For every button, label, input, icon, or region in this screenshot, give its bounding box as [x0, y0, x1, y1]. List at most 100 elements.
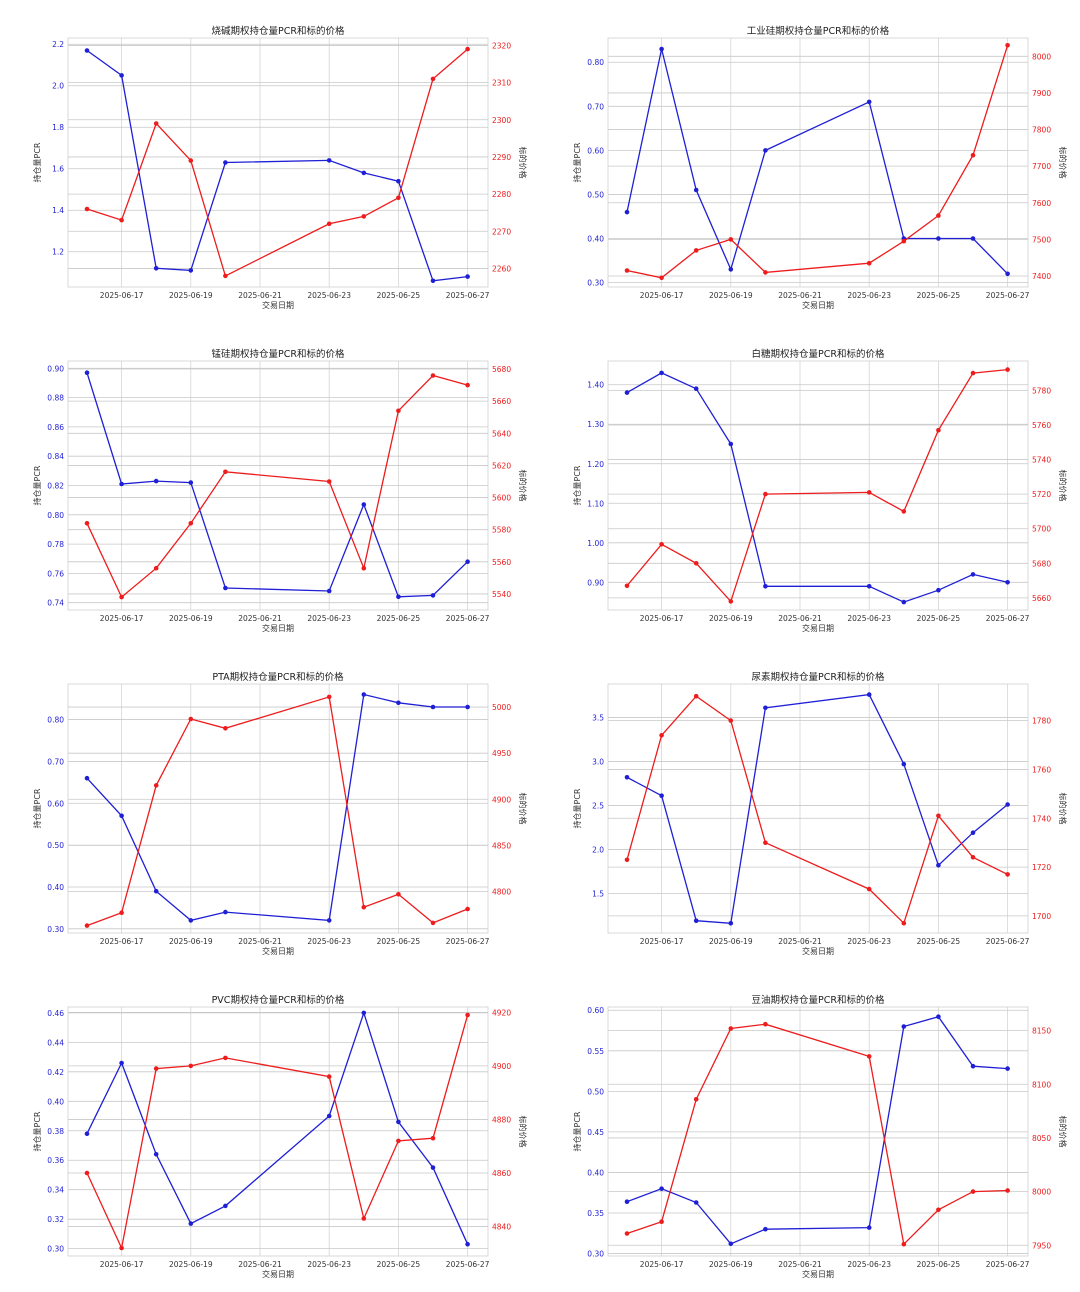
x-tick-label: 2025-06-19: [169, 937, 213, 946]
left-tick-label: 1.40: [587, 381, 604, 390]
x-tick-label: 2025-06-27: [986, 937, 1030, 946]
left-tick-label: 1.20: [587, 460, 604, 469]
price-point: [430, 920, 436, 926]
price-point: [970, 370, 976, 376]
left-tick-label: 0.50: [47, 841, 64, 850]
pcr-point: [866, 1225, 872, 1230]
chart-title: 锰硅期权持仓量PCR和标的价格: [212, 348, 345, 360]
pcr-point: [970, 236, 976, 241]
price-point: [624, 583, 630, 589]
pcr-point: [84, 1131, 90, 1136]
pcr-point: [866, 692, 872, 697]
pcr-series-line: [626, 372, 1008, 603]
chart-panel: PVC期权持仓量PCR和标的价格 2025-06-17 2025-06-19 2025…: [0, 969, 540, 1292]
left-tick-label: 0.50: [587, 1087, 604, 1096]
left-tick-label: 0.40: [587, 1168, 604, 1177]
right-tick-label: 7700: [1032, 162, 1051, 171]
pcr-point: [361, 170, 367, 176]
price-point: [361, 1216, 367, 1221]
pcr-point: [659, 370, 664, 376]
x-tick-label: 2025-06-21: [238, 614, 282, 623]
x-tick-label: 2025-06-23: [307, 614, 351, 623]
pcr-point: [84, 370, 90, 375]
price-point: [659, 542, 664, 547]
price-point: [465, 46, 470, 52]
right-tick-label: 5740: [1032, 456, 1051, 465]
right-tick-label: 4950: [492, 749, 511, 758]
x-tick-label: 2025-06-17: [640, 291, 684, 300]
price-point: [119, 217, 124, 223]
left-tick-label: 0.82: [47, 482, 64, 491]
price-point: [728, 237, 734, 242]
x-tick-label: 2025-06-23: [847, 614, 891, 623]
price-point: [465, 906, 470, 912]
pcr-point: [936, 863, 941, 868]
right-tick-label: 4880: [492, 1115, 511, 1124]
price-point: [693, 248, 699, 253]
right-tick-label: 7600: [1032, 199, 1051, 208]
pcr-series-line: [86, 1010, 469, 1245]
x-tick-label: 2025-06-19: [709, 1260, 753, 1269]
left-tick-label: 1.10: [587, 499, 604, 508]
pcr-point: [659, 1186, 664, 1191]
right-axis-label: 标的价格: [1058, 793, 1068, 825]
pcr-point: [1005, 1066, 1010, 1071]
price-point: [1005, 367, 1010, 372]
right-tick-label: 5660: [492, 397, 511, 406]
price-point: [361, 214, 367, 219]
pcr-point: [624, 390, 630, 395]
x-axis-label: 交易日期: [802, 1269, 834, 1279]
pcr-point: [693, 1200, 699, 1205]
x-tick-label: 2025-06-27: [446, 1260, 490, 1269]
price-point: [465, 382, 470, 388]
chart-panel: 白糖期权持仓量PCR和标的价格 2025-06-17 2025-06-19 2025-…: [540, 323, 1080, 646]
right-tick-label: 5780: [1032, 386, 1051, 395]
price-point: [901, 238, 907, 244]
x-axis-label: 交易日期: [262, 1269, 294, 1279]
price-point: [901, 1241, 907, 1247]
right-tick-label: 8100: [1032, 1080, 1051, 1089]
left-tick-label: 0.45: [587, 1128, 604, 1137]
price-point: [188, 1063, 194, 1069]
price-point: [624, 857, 630, 863]
left-tick-label: 0.74: [47, 599, 64, 608]
price-point: [866, 886, 872, 892]
x-axis-label: 交易日期: [262, 623, 294, 633]
price-point: [396, 408, 401, 414]
x-tick-label: 2025-06-21: [778, 937, 822, 946]
pcr-point: [1005, 580, 1010, 585]
chart-panel: 锰硅期权持仓量PCR和标的价格 2025-06-17 2025-06-19 2025-…: [0, 323, 540, 646]
right-tick-label: 5000: [492, 703, 511, 712]
plot-frame: [67, 37, 489, 288]
price-point: [153, 783, 159, 788]
right-tick-label: 7900: [1032, 89, 1051, 98]
x-tick-label: 2025-06-23: [307, 291, 351, 300]
right-tick-label: 1780: [1032, 717, 1051, 726]
pcr-point: [728, 267, 734, 272]
pcr-point: [119, 73, 124, 78]
price-point: [396, 892, 401, 897]
price-point: [84, 1170, 90, 1176]
x-tick-label: 2025-06-25: [377, 1260, 421, 1269]
pcr-point: [153, 1152, 159, 1157]
left-tick-label: 0.80: [587, 58, 604, 67]
pcr-point: [361, 1010, 367, 1016]
pcr-point: [901, 761, 907, 767]
pcr-series-line: [626, 693, 1009, 924]
price-point: [223, 1055, 228, 1061]
left-tick-label: 0.86: [47, 423, 64, 432]
left-tick-label: 0.30: [587, 279, 604, 288]
pcr-point: [153, 888, 159, 894]
pcr-point: [119, 813, 124, 819]
pcr-point: [659, 46, 664, 52]
chart-svg: 尿素期权持仓量PCR和标的价格 2025-06-17 2025-06-19 2025-…: [572, 671, 1068, 956]
right-tick-label: 7950: [1032, 1241, 1051, 1250]
pcr-point: [153, 266, 159, 271]
right-tick-label: 2320: [492, 41, 511, 50]
x-tick-label: 2025-06-21: [778, 1260, 822, 1269]
right-tick-label: 2300: [492, 116, 511, 125]
pcr-point: [936, 1014, 941, 1019]
x-tick-label: 2025-06-17: [100, 937, 144, 946]
left-tick-label: 0.44: [47, 1038, 64, 1047]
price-point: [1005, 872, 1010, 877]
